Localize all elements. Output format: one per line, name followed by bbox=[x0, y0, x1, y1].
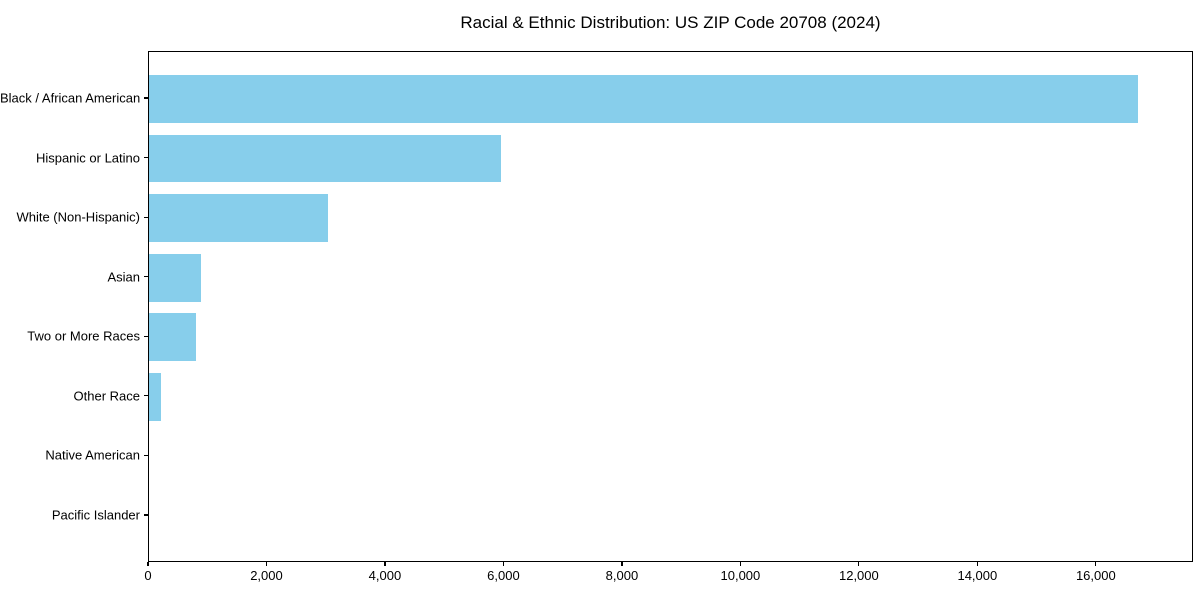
y-tick-label: Black / African American bbox=[0, 90, 141, 106]
x-axis-tick bbox=[621, 562, 623, 566]
x-tick-label: 6,000 bbox=[487, 568, 520, 583]
bar bbox=[149, 194, 329, 242]
x-axis-tick bbox=[147, 562, 149, 566]
y-axis-tick bbox=[144, 335, 148, 337]
plot-area bbox=[148, 51, 1193, 562]
bar bbox=[149, 313, 197, 362]
y-axis-tick bbox=[144, 157, 148, 159]
chart-title: Racial & Ethnic Distribution: US ZIP Cod… bbox=[460, 13, 881, 32]
x-tick-label: 10,000 bbox=[720, 568, 761, 583]
x-axis-tick bbox=[1095, 562, 1097, 566]
bar bbox=[149, 373, 161, 421]
y-tick-label: Native American bbox=[45, 447, 140, 463]
y-axis-tick bbox=[144, 454, 148, 456]
y-tick-label: Asian bbox=[107, 269, 140, 285]
x-tick-label: 16,000 bbox=[1075, 568, 1116, 583]
bar bbox=[149, 253, 201, 302]
x-tick-label: 0 bbox=[144, 568, 152, 583]
x-axis-tick bbox=[858, 562, 860, 566]
y-tick-label: Two or More Races bbox=[27, 328, 140, 344]
bar bbox=[149, 75, 1139, 123]
y-tick-label: Pacific Islander bbox=[51, 507, 140, 523]
y-axis-tick bbox=[144, 514, 148, 516]
x-tick-label: 2,000 bbox=[250, 568, 283, 583]
x-tick-label: 12,000 bbox=[838, 568, 879, 583]
x-axis-tick bbox=[976, 562, 978, 566]
x-tick-label: 14,000 bbox=[957, 568, 998, 583]
y-axis-tick bbox=[144, 97, 148, 99]
x-axis-tick bbox=[265, 562, 268, 566]
x-tick-label: 4,000 bbox=[368, 568, 402, 583]
y-axis-tick bbox=[144, 216, 148, 218]
y-tick-label: Other Race bbox=[73, 388, 140, 404]
y-axis-tick bbox=[144, 395, 148, 397]
x-axis-tick bbox=[502, 562, 505, 566]
x-tick-label: 8,000 bbox=[605, 568, 639, 583]
y-axis-tick bbox=[144, 276, 148, 278]
bar bbox=[149, 134, 502, 183]
x-axis-tick bbox=[739, 562, 741, 566]
x-axis-tick bbox=[384, 562, 386, 566]
y-tick-label: White (Non-Hispanic) bbox=[16, 209, 140, 225]
y-tick-label: Hispanic or Latino bbox=[35, 150, 140, 166]
